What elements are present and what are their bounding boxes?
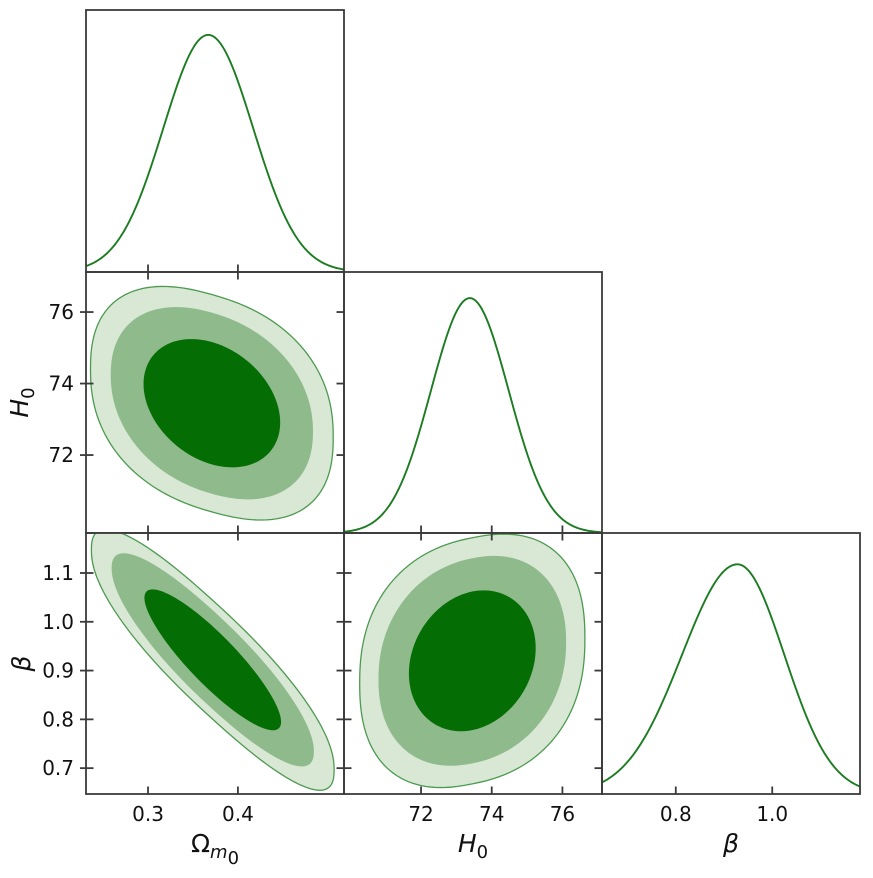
panel-h0-marginal <box>343 271 603 534</box>
x-tick-label: 1.0 <box>756 802 788 826</box>
panel-beta-vs-omega-contour: 0.7 0.8 0.9 1.0 1.1 0.3 0.4 <box>42 532 345 826</box>
axis-title-beta-y: β <box>7 655 36 672</box>
axis-title-beta-x: β <box>722 829 739 858</box>
y-tick-label: 1.1 <box>42 561 74 585</box>
y-tick-label: 0.9 <box>42 659 74 683</box>
credible-region-level-1 <box>144 589 282 731</box>
y-tick-label: 76 <box>49 300 74 324</box>
panel-border <box>601 532 861 795</box>
y-tick-label: 1.0 <box>42 610 74 634</box>
panel-omega-m0-marginal <box>85 9 345 273</box>
y-tick-label: 72 <box>49 443 74 467</box>
axis-title-H0-x: H0 <box>458 829 488 863</box>
credible-region-level-1 <box>143 339 281 468</box>
marginal-density-curve <box>344 297 602 533</box>
x-tick-label: 0.8 <box>660 802 692 826</box>
x-tick-label: 0.3 <box>132 802 164 826</box>
panel-border <box>343 271 603 534</box>
x-tick-label: 0.4 <box>222 802 254 826</box>
y-tick-label: 0.7 <box>42 756 74 780</box>
y-tick-label: 0.8 <box>42 707 74 731</box>
x-tick-label: 76 <box>550 802 575 826</box>
panel-h0-vs-omega-contour: 72 74 76 <box>49 271 345 534</box>
axis-title-H0-y: H0 <box>5 387 39 417</box>
panel-beta-marginal: 0.8 1.0 <box>601 532 861 826</box>
y-tick-label: 74 <box>49 372 74 396</box>
axis-title-omega_m0-x: Ωm0 <box>191 829 239 869</box>
credible-region-level-1 <box>408 590 536 732</box>
x-tick-label: 74 <box>479 802 504 826</box>
panel-border <box>85 9 345 273</box>
marginal-density-curve <box>602 563 860 788</box>
x-tick-label: 72 <box>408 802 433 826</box>
panel-beta-vs-h0-contour: 72 74 76 <box>343 532 603 826</box>
marginal-density-curve <box>86 33 344 271</box>
